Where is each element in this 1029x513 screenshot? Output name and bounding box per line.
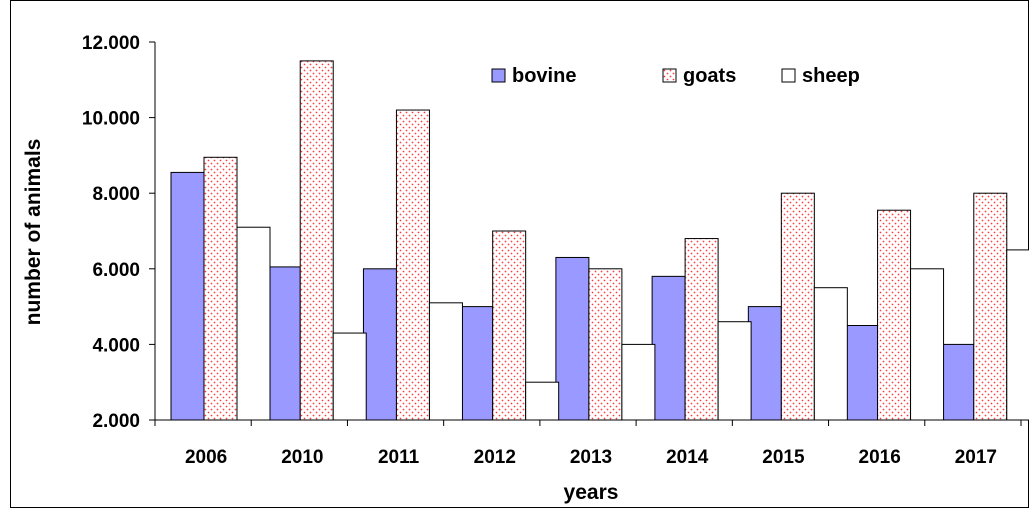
- bar-sheep-2014: [717, 321, 752, 421]
- legend-label-bovine: bovine: [512, 65, 576, 87]
- x-tick-label: 2013: [570, 447, 612, 468]
- bar-bovine-2011: [362, 268, 397, 421]
- y-tick-label: 12.000: [82, 33, 140, 54]
- bar-goats-2010: [299, 60, 334, 421]
- x-tick-label: 2006: [185, 447, 227, 468]
- legend-label-sheep: sheep: [802, 65, 860, 87]
- bar-goats-2014: [684, 238, 719, 421]
- x-tick-label: 2012: [474, 447, 516, 468]
- bar-goats-2012: [492, 230, 527, 421]
- bar-sheep-2012: [525, 381, 560, 421]
- bar-goats-2011: [395, 109, 430, 421]
- bar-sheep-2011: [428, 302, 463, 421]
- bar-bovine-2012: [459, 306, 494, 421]
- legend-swatch-bovine: [491, 68, 506, 83]
- bar-sheep-2015: [813, 287, 848, 421]
- y-tick-label: 8.000: [92, 184, 140, 205]
- y-tick-label: 4.000: [92, 335, 140, 356]
- y-tick-label: 2.000: [92, 411, 140, 432]
- x-axis-title: years: [564, 481, 619, 504]
- bar-goats-2006: [203, 156, 238, 421]
- bar-goats-2016: [877, 209, 912, 421]
- bar-bovine-2017: [940, 343, 975, 421]
- x-tick-label: 2014: [666, 447, 709, 468]
- legend-label-goats: goats: [683, 65, 736, 87]
- bar-bovine-2006: [170, 171, 205, 421]
- x-tick-label: 2017: [955, 447, 997, 468]
- bar-bovine-2015: [747, 306, 782, 421]
- bar-bovine-2016: [844, 325, 879, 421]
- bar-sheep-2010: [332, 332, 367, 421]
- legend: bovine goats sheep: [491, 65, 860, 87]
- bar-sheep-2013: [621, 343, 656, 421]
- x-tick-label: 2015: [762, 447, 805, 468]
- bar-bovine-2013: [555, 256, 590, 421]
- bar-sheep-2016: [910, 268, 945, 421]
- bar-bovine-2014: [651, 275, 686, 421]
- bar-goats-2013: [588, 268, 623, 421]
- y-tick-label: 10.000: [82, 109, 140, 130]
- bar-sheep-2006: [236, 226, 271, 421]
- y-axis-title: number of animals: [22, 139, 45, 326]
- legend-swatch-goats: [662, 68, 677, 83]
- x-tick-label: 2010: [281, 447, 323, 468]
- y-tick-label: 6.000: [92, 260, 140, 281]
- bar-goats-2017: [973, 192, 1008, 421]
- legend-swatch-sheep: [781, 68, 796, 83]
- bar-sheep-2017: [1006, 249, 1029, 421]
- x-tick-label: 2011: [378, 447, 420, 468]
- bar-goats-2015: [780, 192, 815, 421]
- bar-bovine-2010: [266, 266, 301, 421]
- x-tick-label: 2016: [859, 447, 901, 468]
